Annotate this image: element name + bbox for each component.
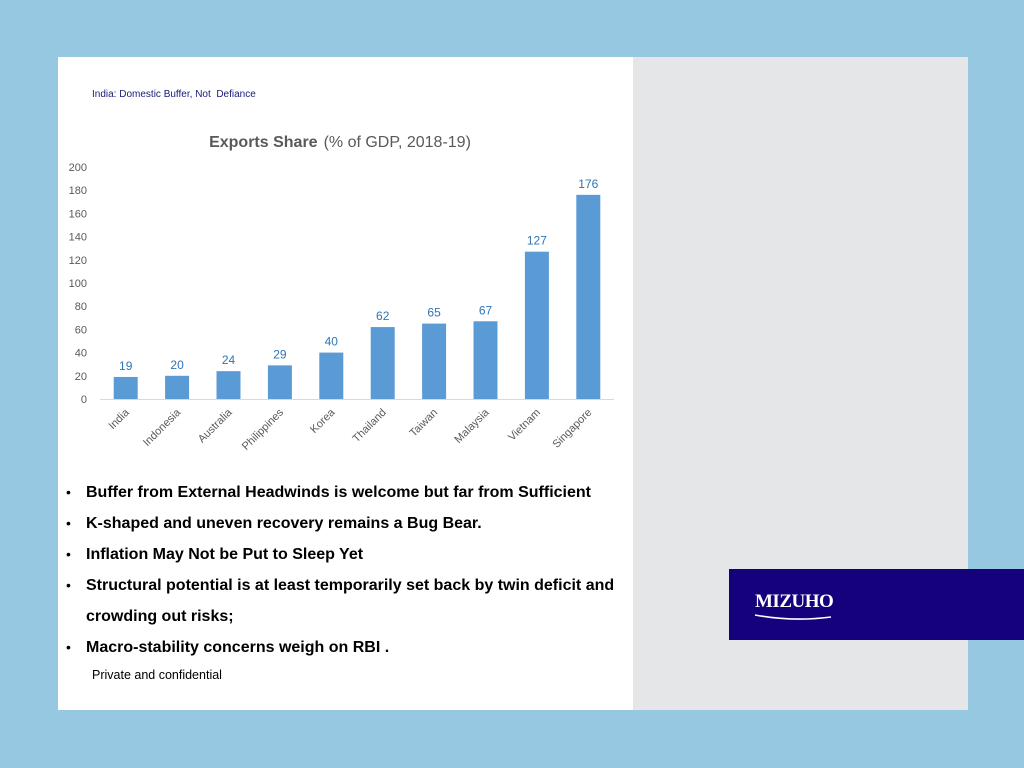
category-label: Vietnam: [506, 407, 543, 444]
bullet-text: Inflation May Not be Put to Sleep Yet: [86, 546, 364, 563]
bullet-dot: •: [66, 484, 71, 500]
bullet-dot: •: [66, 515, 71, 531]
bullet-dot: •: [66, 639, 71, 655]
bar: [319, 352, 344, 399]
exports-share-chart: Exports Share (% of GDP, 2018-19) 0 20 40 60…: [69, 134, 614, 453]
y-tick-label: 200: [69, 162, 87, 174]
y-axis: 0 20 40 60 80 100 120 140 160 180 200: [69, 162, 87, 406]
chart-title-main: Exports Share: [209, 134, 318, 151]
bullet-text: K-shaped and uneven recovery remains a B…: [86, 515, 482, 532]
y-tick-label: 0: [81, 394, 87, 406]
category-label: India: [106, 406, 132, 432]
mizuho-logo: MIZUHO: [755, 591, 834, 612]
bullet-item: • Structural potential is at least tempor…: [66, 570, 631, 632]
category-label: Indonesia: [141, 406, 184, 449]
slide-subtitle: India: Domestic Buffer, Not Defiance: [92, 89, 256, 100]
y-tick-label: 60: [75, 324, 87, 336]
x-axis: India Indonesia Australia Philippines Korea T…: [100, 399, 614, 453]
category-label: Taiwan: [408, 407, 441, 440]
bullet-dot: •: [66, 546, 71, 562]
y-tick-label: 40: [75, 348, 87, 360]
y-tick-label: 20: [75, 371, 87, 383]
category-label: Singapore: [550, 407, 594, 451]
logo-swoosh-icon: [754, 614, 832, 620]
bullet-text: Structural potential is at least tempora…: [86, 577, 615, 625]
data-label: 127: [527, 234, 547, 248]
data-label: 40: [325, 335, 339, 349]
category-label: Australia: [196, 406, 235, 445]
category-label: Korea: [308, 406, 338, 436]
bar: [165, 375, 190, 399]
confidentiality-footer: Private and confidential: [92, 668, 222, 682]
bar: [113, 376, 138, 399]
bar: [576, 194, 601, 399]
bullet-text: Macro-stability concerns weigh on RBI .: [86, 639, 390, 656]
brand-bar: MIZUHO: [729, 569, 1024, 640]
bar: [422, 323, 447, 399]
data-label: 176: [578, 177, 598, 191]
data-label: 19: [119, 359, 133, 373]
y-tick-label: 140: [69, 232, 87, 244]
y-tick-label: 100: [69, 278, 87, 290]
bar: [267, 365, 292, 399]
slide: India: Domestic Buffer, Not Defiance Exp…: [58, 57, 968, 710]
bars: 19 20 24 29 40 62 65 67 127 176: [113, 177, 601, 399]
y-tick-label: 80: [75, 301, 87, 313]
category-label: Thailand: [350, 407, 388, 445]
data-label: 65: [427, 306, 441, 320]
data-label: 67: [479, 303, 493, 317]
data-label: 29: [273, 347, 287, 361]
data-label: 24: [222, 353, 236, 367]
bar: [370, 327, 395, 399]
category-label: Malaysia: [452, 406, 492, 446]
bar: [473, 321, 498, 399]
bar: [524, 251, 549, 399]
content-panel: India: Domestic Buffer, Not Defiance Exp…: [58, 57, 633, 710]
bar: [216, 371, 241, 399]
y-tick-label: 180: [69, 185, 87, 197]
data-label: 20: [170, 358, 184, 372]
bullet-list: • Buffer from External Headwinds is welco…: [66, 477, 631, 663]
data-label: 62: [376, 309, 390, 323]
bullet-dot: •: [66, 577, 71, 593]
bullet-item: • Macro-stability concerns weigh on RBI .: [66, 632, 631, 663]
bullet-item: • K-shaped and uneven recovery remains a …: [66, 508, 631, 539]
y-tick-label: 120: [69, 255, 87, 267]
bullet-item: • Buffer from External Headwinds is welco…: [66, 477, 631, 508]
y-tick-label: 160: [69, 208, 87, 220]
bullet-text: Buffer from External Headwinds is welcom…: [86, 484, 591, 501]
category-label: Philippines: [240, 406, 286, 452]
chart-title-suffix: (% of GDP, 2018-19): [324, 134, 471, 151]
bullet-item: • Inflation May Not be Put to Sleep Yet: [66, 539, 631, 570]
chart-title: Exports Share (% of GDP, 2018-19): [209, 134, 471, 151]
